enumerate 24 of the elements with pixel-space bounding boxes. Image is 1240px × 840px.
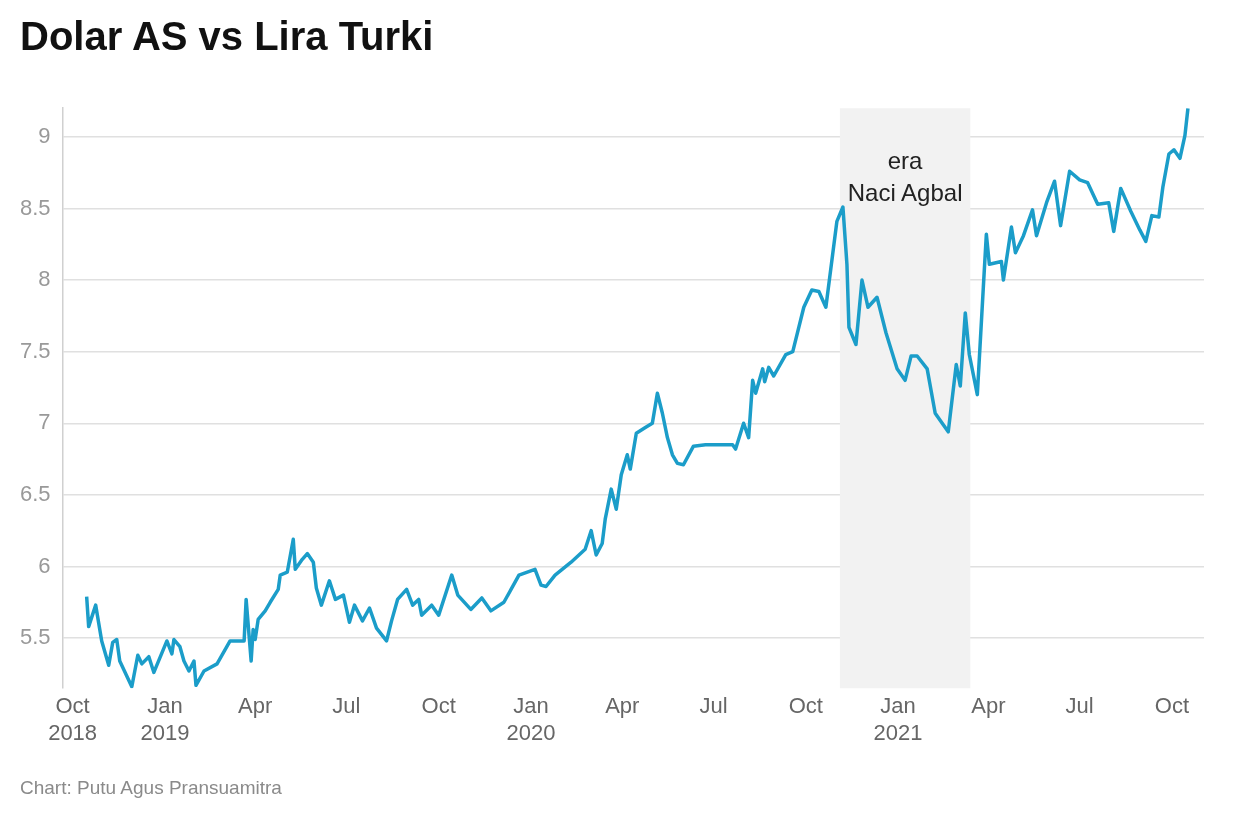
x-tick-label: Oct (788, 693, 823, 719)
y-tick-label: 7 (38, 409, 51, 435)
x-tick-label: Apr (605, 693, 640, 719)
x-tick-label: Jan 2020 (506, 693, 556, 745)
x-tick-label: Apr (971, 693, 1006, 719)
x-tick-label: Oct (421, 693, 456, 719)
y-tick-label: 7.5 (19, 337, 51, 363)
chart-title: Dolar AS vs Lira Turki (20, 14, 435, 59)
y-tick-label: 6.5 (19, 480, 51, 506)
x-tick-label: Apr (238, 693, 273, 719)
text: Chart: Putu Agus Pransuamitra (20, 777, 283, 799)
y-tick-label: 8 (38, 266, 51, 292)
x-tick-label: Jul (332, 693, 361, 719)
x-tick-label: Jan 2019 (140, 693, 190, 745)
y-tick-label: 5.5 (19, 624, 51, 650)
x-tick-label: Jan 2021 (873, 693, 923, 745)
x-tick-label: Oct 2018 (48, 693, 98, 745)
x-tick-label: Jul (699, 693, 728, 719)
x-tick-label: Oct (1154, 693, 1190, 719)
y-tick-label: 6 (38, 552, 51, 578)
y-tick-label: 8.5 (19, 194, 51, 220)
x-tick-label: Jul (1065, 693, 1094, 719)
band-label: era Naci Agbal (847, 146, 963, 206)
y-tick-label: 9 (38, 122, 51, 148)
